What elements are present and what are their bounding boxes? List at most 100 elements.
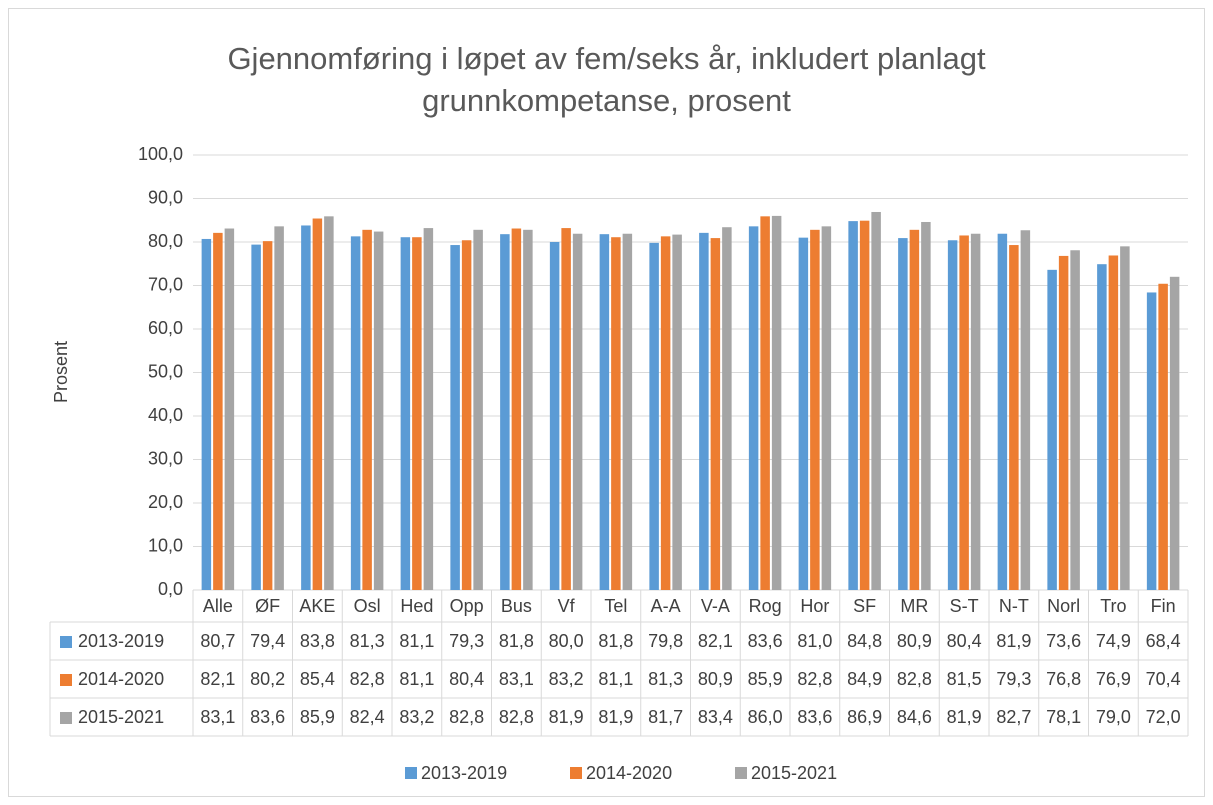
- table-value: 81,3: [350, 631, 385, 651]
- bar: [710, 238, 721, 590]
- x-tick-label: Norl: [1047, 596, 1080, 616]
- y-tick-label: 70,0: [148, 274, 183, 294]
- table-value: 80,4: [947, 631, 982, 651]
- bar: [572, 233, 583, 591]
- bar: [549, 242, 560, 590]
- x-tick-label: AKE: [299, 596, 335, 616]
- table-value: 81,9: [598, 707, 633, 727]
- table-value: 84,8: [847, 631, 882, 651]
- table-value: 82,8: [897, 669, 932, 689]
- bar: [450, 245, 460, 591]
- x-tick-label: Hor: [800, 596, 829, 616]
- x-tick-label: Opp: [450, 596, 484, 616]
- x-tick-label: N-T: [999, 596, 1029, 616]
- bar: [1158, 283, 1168, 590]
- table-value: 83,2: [549, 669, 584, 689]
- bar: [909, 229, 920, 590]
- bar: [461, 240, 472, 590]
- table-value: 74,9: [1096, 631, 1131, 651]
- table-value: 80,2: [250, 669, 285, 689]
- table-value: 76,8: [1046, 669, 1081, 689]
- bar: [274, 226, 284, 590]
- bar: [224, 228, 235, 590]
- table-value: 83,6: [250, 707, 285, 727]
- table-value: 86,0: [748, 707, 783, 727]
- table-value: 81,1: [399, 669, 434, 689]
- bar: [699, 232, 709, 591]
- bar: [1020, 230, 1031, 590]
- legend-label: 2014-2020: [586, 763, 672, 783]
- table-value: 79,0: [1096, 707, 1131, 727]
- bar: [1070, 250, 1080, 590]
- bar: [848, 221, 858, 590]
- bar: [859, 220, 870, 590]
- bar: [611, 237, 621, 590]
- table-value: 81,9: [947, 707, 982, 727]
- table-value: 80,0: [549, 631, 584, 651]
- legend-key: [405, 767, 417, 779]
- table-value: 82,1: [698, 631, 733, 651]
- x-tick-label: Vf: [558, 596, 576, 616]
- table-value: 83,8: [300, 631, 335, 651]
- table-value: 81,7: [648, 707, 683, 727]
- bar: [362, 229, 372, 590]
- table-value: 80,4: [449, 669, 484, 689]
- bar: [523, 229, 533, 590]
- x-tick-label: Osl: [354, 596, 381, 616]
- legend-key: [570, 767, 582, 779]
- bar: [561, 228, 571, 590]
- table-value: 82,4: [350, 707, 385, 727]
- table-value: 73,6: [1046, 631, 1081, 651]
- x-tick-label: Fin: [1151, 596, 1176, 616]
- x-tick-label: Rog: [749, 596, 782, 616]
- bar: [324, 216, 334, 590]
- bar: [649, 242, 659, 590]
- table-value: 79,3: [449, 631, 484, 651]
- y-tick-label: 90,0: [148, 187, 183, 207]
- table-value: 82,8: [449, 707, 484, 727]
- table-value: 82,8: [350, 669, 385, 689]
- bar: [1058, 255, 1069, 591]
- table-value: 81,3: [648, 669, 683, 689]
- table-value: 83,1: [200, 707, 235, 727]
- table-value: 78,1: [1046, 707, 1081, 727]
- table-legend-key: [60, 712, 72, 724]
- table-value: 83,6: [748, 631, 783, 651]
- y-tick-label: 10,0: [148, 535, 183, 555]
- table-legend-key: [60, 636, 72, 648]
- bar: [423, 228, 434, 590]
- y-tick-label: 40,0: [148, 405, 183, 425]
- bar: [1146, 292, 1157, 590]
- bar: [959, 235, 969, 590]
- table-value: 79,3: [996, 669, 1031, 689]
- table-value: 68,4: [1146, 631, 1181, 651]
- x-tick-label: MR: [900, 596, 928, 616]
- bar: [947, 240, 958, 590]
- bar: [810, 229, 820, 590]
- bar: [1047, 269, 1057, 590]
- y-tick-label: 100,0: [138, 144, 183, 164]
- bar: [1097, 264, 1107, 590]
- table-value: 79,8: [648, 631, 683, 651]
- y-axis-label: Prosent: [51, 341, 71, 403]
- table-series-name: 2013-2019: [78, 631, 164, 651]
- table-value: 83,1: [499, 669, 534, 689]
- x-tick-label: Tel: [604, 596, 627, 616]
- table-value: 82,8: [499, 707, 534, 727]
- table-value: 85,9: [748, 669, 783, 689]
- bar: [921, 221, 931, 591]
- chart-title: Gjennomføring i løpet av fem/seks år, in…: [227, 41, 986, 118]
- bar: [312, 218, 323, 590]
- bar: [201, 238, 212, 590]
- table-value: 84,9: [847, 669, 882, 689]
- table-value: 81,0: [797, 631, 832, 651]
- table-value: 70,4: [1146, 669, 1181, 689]
- x-tick-label: Bus: [501, 596, 532, 616]
- bar: [997, 233, 1008, 591]
- legend-label: 2015-2021: [751, 763, 837, 783]
- y-tick-label: 80,0: [148, 231, 183, 251]
- bar: [622, 233, 633, 591]
- table-value: 81,8: [598, 631, 633, 651]
